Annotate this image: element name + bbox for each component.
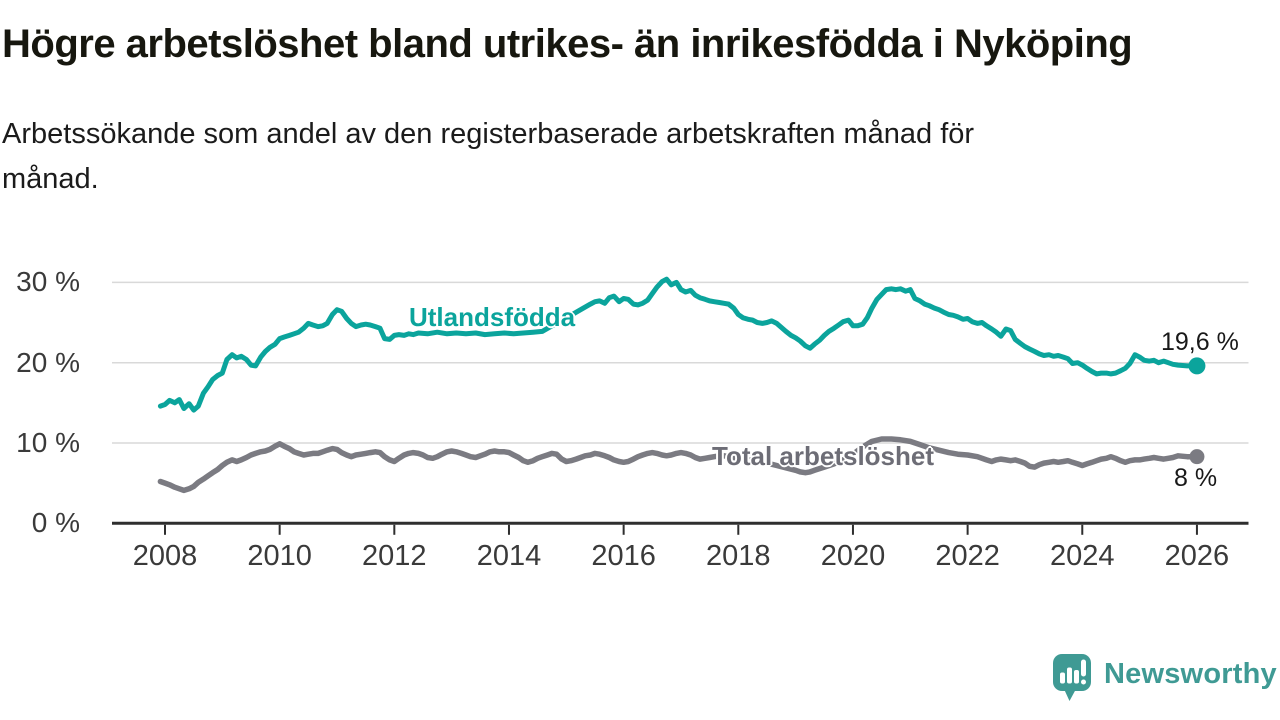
x-axis-tick-label: 2018 bbox=[706, 540, 771, 572]
chart-subtitle-line1: Arbetssökande som andel av den registerb… bbox=[2, 118, 975, 150]
series-label-utlandsfodda: Utlandsfödda bbox=[409, 302, 576, 332]
x-axis-tick-label: 2012 bbox=[362, 540, 427, 572]
chart-subtitle: Arbetssökande som andel av den registerb… bbox=[2, 112, 1202, 202]
newsworthy-logo-text: Newsworthy bbox=[1104, 658, 1277, 690]
end-value-label-total: 8 % bbox=[1174, 464, 1218, 492]
x-axis-tick-label: 2014 bbox=[476, 540, 542, 572]
end-dot-series-1 bbox=[1189, 449, 1205, 465]
newsworthy-logo-icon bbox=[1053, 654, 1091, 701]
x-axis-tick-label: 2016 bbox=[591, 540, 656, 572]
y-axis-tick-label: 0 % bbox=[31, 507, 80, 539]
x-axis-tick-label: 2010 bbox=[247, 540, 312, 572]
line-series-1 bbox=[157, 436, 1200, 494]
x-axis-tick-label: 2022 bbox=[935, 540, 1000, 572]
y-axis-tick-label: 10 % bbox=[16, 427, 80, 458]
x-axis-tick-label: 2026 bbox=[1164, 540, 1230, 572]
x-axis-tick-label: 2024 bbox=[1050, 540, 1115, 572]
end-value-label-utlandsfodda: 19,6 % bbox=[1161, 328, 1239, 356]
x-axis-tick-label: 2008 bbox=[132, 540, 198, 572]
line-series-0 bbox=[157, 276, 1200, 413]
x-axis-tick-label: 2020 bbox=[820, 540, 886, 572]
page-title: Högre arbetslöshet bland utrikes- än inr… bbox=[2, 22, 1133, 66]
end-dot-series-0 bbox=[1188, 357, 1206, 375]
chart-subtitle-line2: månad. bbox=[2, 163, 99, 195]
y-axis-tick-label: 30 % bbox=[16, 266, 80, 298]
series-label-total-arbetsloshet: Total arbetslöshet bbox=[712, 441, 935, 471]
newsworthy-logo: Newsworthy bbox=[1052, 653, 1280, 709]
y-axis-tick-label: 20 % bbox=[16, 346, 80, 378]
